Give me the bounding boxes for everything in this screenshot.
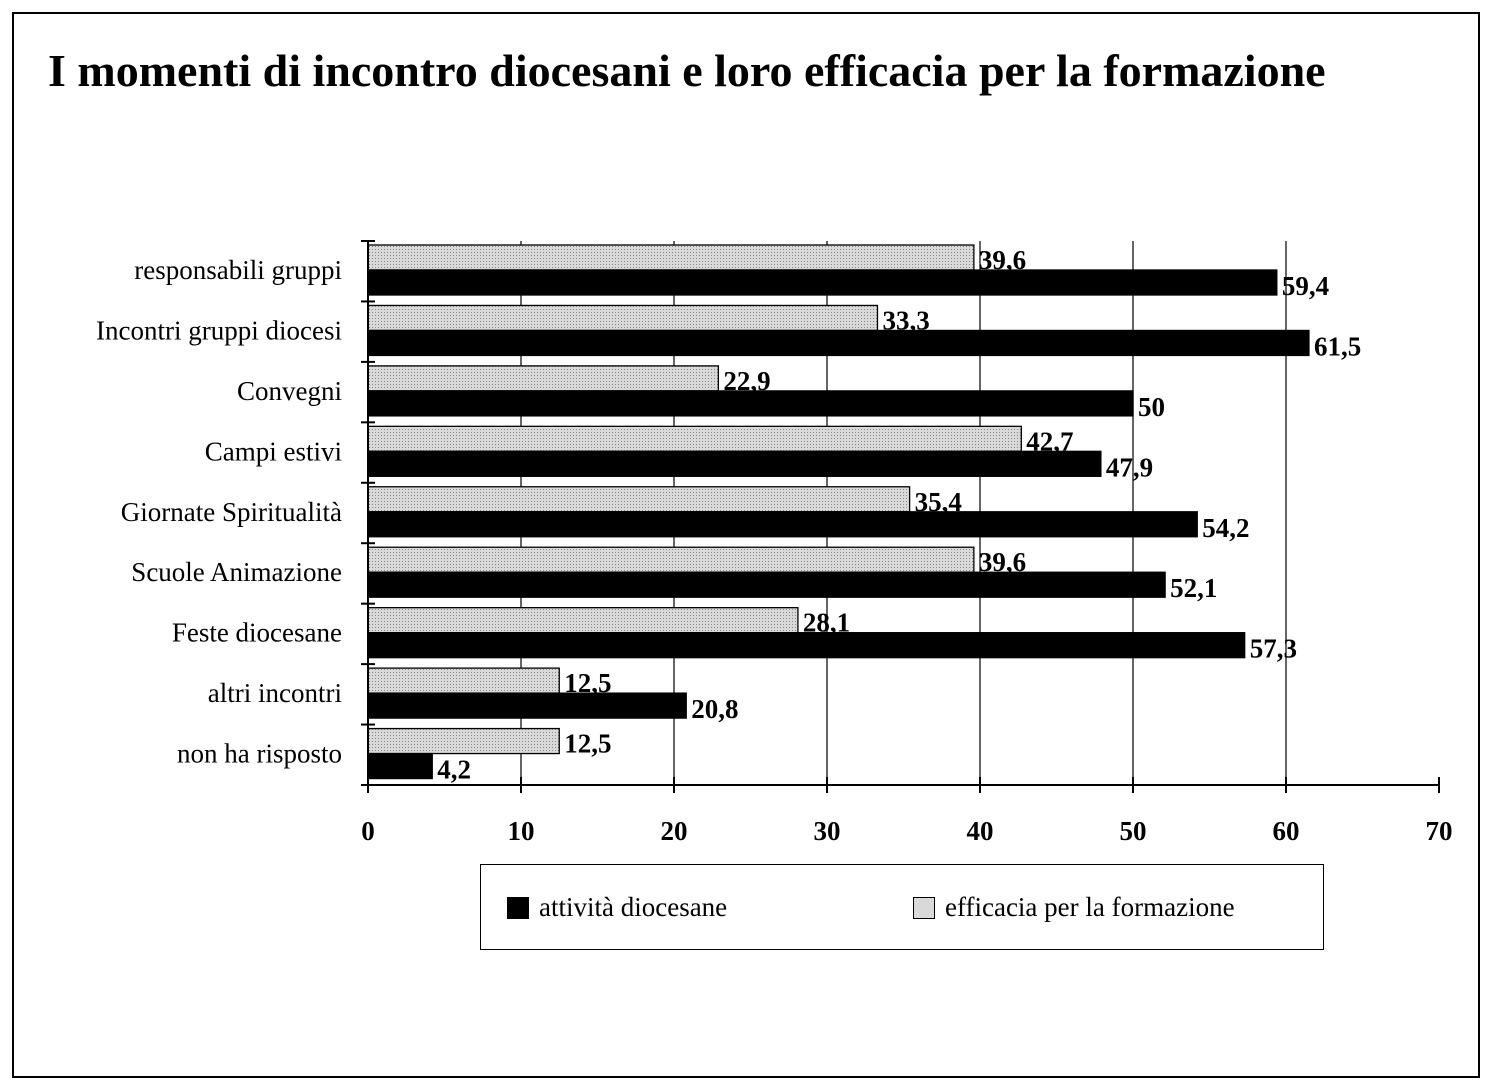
data-label-efficacia: 28,1 [803, 608, 850, 638]
x-tick-label: 30 [814, 816, 841, 846]
labels: 0 10 20 30 40 50 60 70 responsabili gruppi 39,6 59… [96, 245, 1452, 846]
bar-attivita-campi-estivi [367, 450, 1102, 477]
bars [367, 244, 1310, 780]
category-label-convegni: Convegni [237, 376, 342, 406]
legend: attività diocesane efficacia per la form… [480, 864, 1324, 950]
data-label-attivita: 52,1 [1170, 573, 1217, 603]
data-label-efficacia: 35,4 [915, 487, 962, 517]
x-tick-label: 50 [1120, 816, 1147, 846]
data-label-efficacia: 22,9 [723, 366, 770, 396]
legend-swatch-efficacia [913, 896, 935, 919]
bar-efficacia-convegni [367, 365, 720, 392]
data-label-efficacia: 12,5 [564, 668, 611, 698]
bar-efficacia-responsabili-gruppi [367, 244, 975, 271]
category-label-campi-estivi: Campi estivi [205, 436, 342, 466]
category-label-non-ha-risposto: non ha risposto [177, 739, 342, 769]
bar-efficacia-giornate-spiritualita [367, 486, 911, 513]
data-label-attivita: 50 [1138, 392, 1165, 422]
data-label-attivita: 20,8 [691, 694, 738, 724]
data-label-efficacia: 42,7 [1026, 426, 1073, 456]
data-label-efficacia: 12,5 [564, 729, 611, 759]
legend-label-efficacia: efficacia per la formazione [945, 892, 1235, 922]
x-tick-label: 40 [967, 816, 994, 846]
bar-efficacia-scuole-animazione [367, 546, 975, 573]
data-label-attivita: 47,9 [1106, 452, 1153, 482]
data-label-attivita: 61,5 [1314, 331, 1361, 361]
x-tick-label: 20 [661, 816, 688, 846]
legend-label-attivita: attività diocesane [539, 892, 728, 922]
legend-swatch-attivita [507, 896, 529, 919]
data-label-attivita: 4,2 [437, 755, 471, 785]
data-label-efficacia: 39,6 [979, 547, 1026, 577]
category-label-feste-diocesane: Feste diocesane [172, 618, 342, 648]
chart-title: I momenti di incontro diocesani e loro e… [48, 45, 1326, 96]
bar-attivita-giornate-spiritualita [367, 511, 1198, 538]
bar-attivita-convegni [367, 390, 1134, 417]
bar-attivita-responsabili-gruppi [367, 269, 1278, 296]
data-label-attivita: 54,2 [1202, 513, 1249, 543]
data-label-attivita: 57,3 [1250, 634, 1297, 664]
bar-efficacia-campi-estivi [367, 425, 1022, 452]
category-label-giornate-spiritualita: Giornate Spiritualità [121, 497, 342, 527]
bar-efficacia-incontri-gruppi-diocesi [367, 304, 879, 332]
legend-item-attivita: attività diocesane [507, 892, 727, 923]
axes [361, 240, 1440, 793]
bar-efficacia-feste-diocesane [367, 607, 799, 634]
chart-frame [12, 12, 1480, 1078]
data-label-attivita: 59,4 [1282, 271, 1329, 301]
bar-attivita-scuole-animazione [367, 571, 1166, 598]
category-label-scuole-animazione: Scuole Animazione [131, 557, 342, 587]
data-label-efficacia: 33,3 [882, 305, 929, 335]
bar-attivita-non-ha-risposto [367, 752, 433, 780]
bar-efficacia-altri-incontri [367, 667, 560, 694]
category-label-responsabili-gruppi: responsabili gruppi [134, 255, 342, 285]
bar-efficacia-non-ha-risposto [367, 727, 560, 755]
bar-attivita-feste-diocesane [367, 632, 1246, 659]
data-label-efficacia: 39,6 [979, 245, 1026, 275]
category-label-altri-incontri: altri incontri [208, 678, 342, 708]
x-tick-label: 10 [508, 816, 535, 846]
bar-attivita-incontri-gruppi-diocesi [367, 329, 1310, 357]
bar-attivita-altri-incontri [367, 692, 687, 719]
x-tick-label: 60 [1273, 816, 1300, 846]
x-tick-label: 70 [1426, 816, 1453, 846]
category-label-incontri-gruppi-diocesi: Incontri gruppi diocesi [96, 315, 342, 345]
x-tick-label: 0 [361, 816, 375, 846]
legend-item-efficacia: efficacia per la formazione [913, 892, 1235, 923]
